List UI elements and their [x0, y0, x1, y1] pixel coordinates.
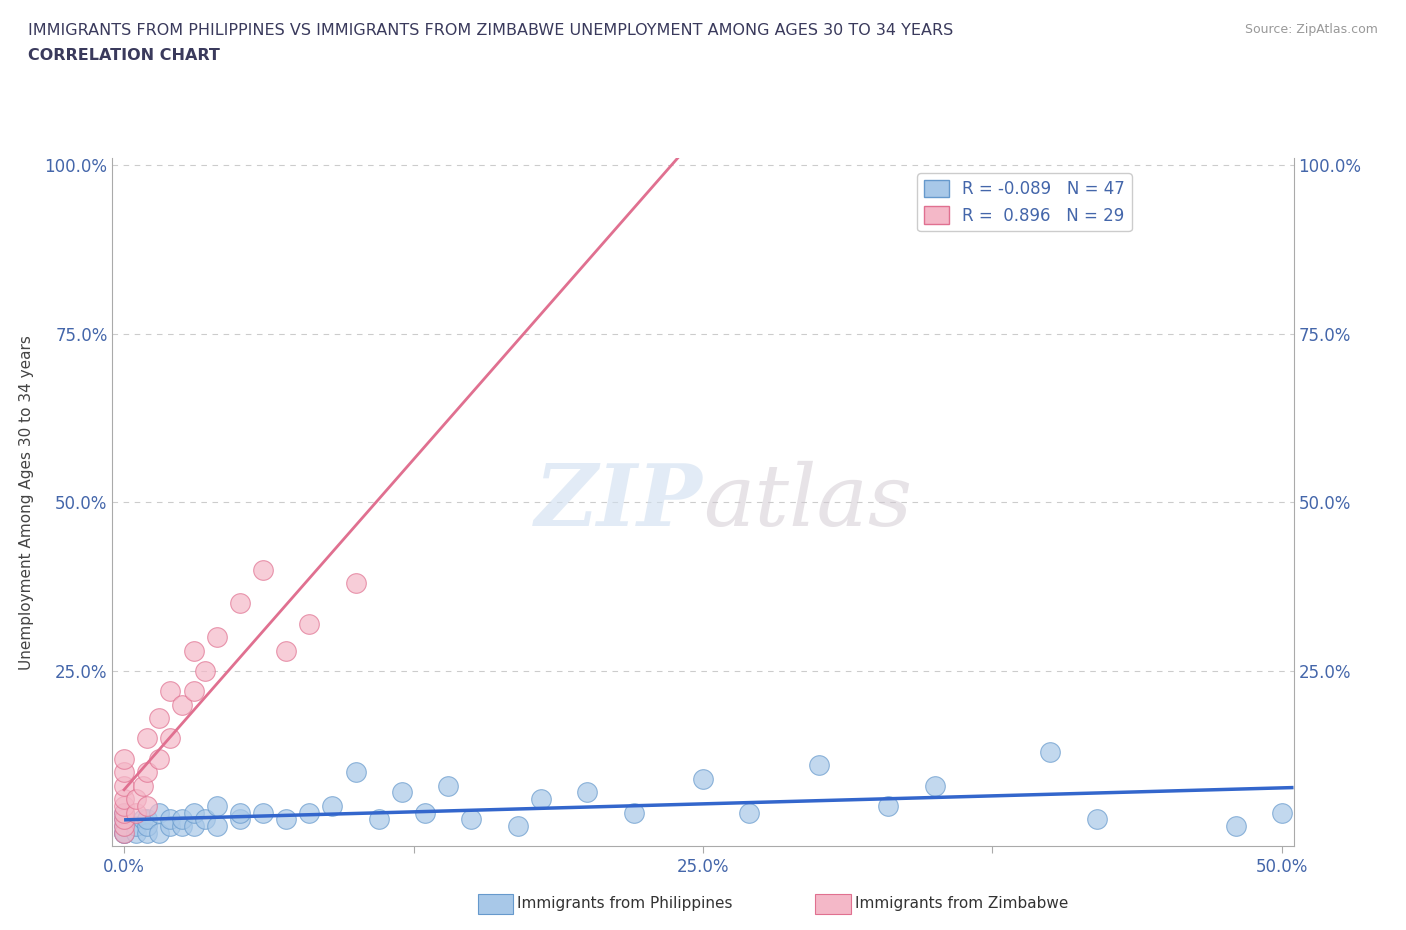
Point	[112, 805, 135, 820]
Point	[391, 785, 413, 800]
Point	[229, 805, 252, 820]
Point	[148, 805, 170, 820]
Point	[159, 731, 181, 746]
Point	[136, 731, 159, 746]
Point	[148, 711, 170, 725]
Point	[112, 825, 135, 840]
Point	[170, 818, 193, 833]
Y-axis label: Unemployment Among Ages 30 to 34 years: Unemployment Among Ages 30 to 34 years	[18, 335, 34, 670]
Point	[576, 785, 599, 800]
Point	[112, 825, 135, 840]
Point	[367, 812, 389, 827]
Point	[205, 798, 228, 813]
Point	[183, 805, 205, 820]
Point	[124, 818, 146, 833]
Point	[131, 812, 153, 827]
Point	[183, 818, 205, 833]
Point	[738, 805, 761, 820]
Point	[148, 751, 170, 766]
Point	[229, 812, 252, 827]
Point	[194, 812, 217, 827]
Text: CORRELATION CHART: CORRELATION CHART	[28, 48, 219, 63]
Point	[229, 596, 252, 611]
Point	[298, 805, 321, 820]
Point	[124, 805, 146, 820]
Point	[530, 791, 553, 806]
Point	[136, 764, 159, 779]
Point	[112, 798, 135, 813]
Point	[1085, 812, 1108, 827]
Point	[321, 798, 343, 813]
Point	[112, 818, 135, 833]
Point	[112, 812, 135, 827]
Point	[252, 563, 274, 578]
Point	[252, 805, 274, 820]
Point	[205, 630, 228, 644]
Point	[131, 778, 153, 793]
Text: Immigrants from Zimbabwe: Immigrants from Zimbabwe	[855, 897, 1069, 911]
Text: IMMIGRANTS FROM PHILIPPINES VS IMMIGRANTS FROM ZIMBABWE UNEMPLOYMENT AMONG AGES : IMMIGRANTS FROM PHILIPPINES VS IMMIGRANT…	[28, 23, 953, 38]
Point	[437, 778, 460, 793]
Point	[112, 812, 135, 827]
Text: ZIP: ZIP	[536, 460, 703, 544]
Point	[276, 812, 298, 827]
Point	[1225, 818, 1247, 833]
Point	[924, 778, 946, 793]
Point	[159, 684, 181, 698]
Point	[413, 805, 436, 820]
Point	[112, 778, 135, 793]
Point	[159, 818, 181, 833]
Point	[1039, 744, 1062, 759]
Point	[112, 805, 135, 820]
Point	[807, 758, 830, 773]
Point	[170, 812, 193, 827]
Point	[276, 644, 298, 658]
Point	[877, 798, 900, 813]
Point	[298, 617, 321, 631]
Point	[148, 825, 170, 840]
Point	[136, 812, 159, 827]
Point	[692, 771, 714, 786]
Point	[112, 751, 135, 766]
Point	[170, 698, 193, 712]
Point	[344, 576, 367, 591]
Point	[205, 818, 228, 833]
Point	[460, 812, 482, 827]
Point	[159, 812, 181, 827]
Text: Immigrants from Philippines: Immigrants from Philippines	[517, 897, 733, 911]
Point	[183, 684, 205, 698]
Point	[183, 644, 205, 658]
Text: atlas: atlas	[703, 461, 912, 543]
Point	[124, 791, 146, 806]
Point	[136, 825, 159, 840]
Point	[112, 764, 135, 779]
Point	[1271, 805, 1294, 820]
Point	[136, 818, 159, 833]
Point	[194, 663, 217, 678]
Point	[112, 791, 135, 806]
Point	[344, 764, 367, 779]
Point	[112, 825, 135, 840]
Legend: R = -0.089   N = 47, R =  0.896   N = 29: R = -0.089 N = 47, R = 0.896 N = 29	[917, 173, 1132, 232]
Point	[136, 798, 159, 813]
Point	[506, 818, 529, 833]
Point	[623, 805, 645, 820]
Point	[112, 818, 135, 833]
Text: Source: ZipAtlas.com: Source: ZipAtlas.com	[1244, 23, 1378, 36]
Point	[124, 825, 146, 840]
